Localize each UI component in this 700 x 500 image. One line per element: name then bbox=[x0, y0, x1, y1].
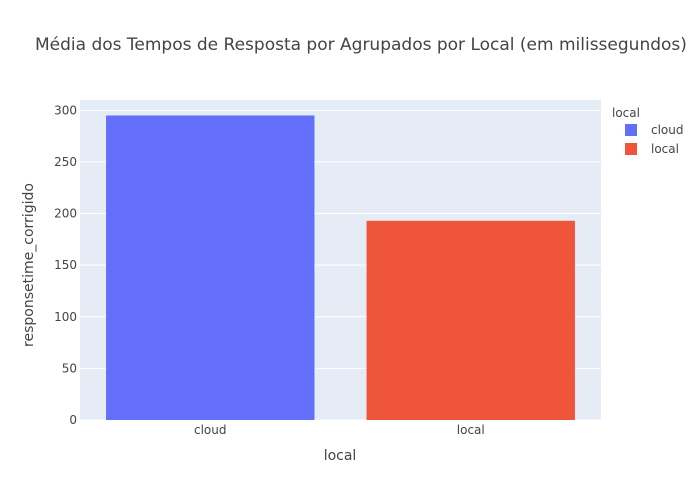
x-tick-label: local bbox=[457, 423, 485, 437]
legend-item-cloud[interactable]: cloud bbox=[625, 123, 684, 137]
y-tick-label: 300 bbox=[54, 103, 77, 117]
bar-cloud[interactable] bbox=[106, 115, 315, 420]
legend-label: local bbox=[651, 142, 679, 156]
y-tick-label: 200 bbox=[54, 207, 77, 221]
bar-local[interactable] bbox=[366, 220, 575, 420]
y-axis-ticks: 0 50 100 150 200 250 300 bbox=[54, 103, 77, 427]
x-tick-label: cloud bbox=[194, 423, 227, 437]
x-axis-title: local bbox=[324, 448, 357, 464]
legend[interactable]: local cloud local bbox=[612, 106, 684, 156]
legend-swatch bbox=[625, 124, 637, 136]
legend-item-local[interactable]: local bbox=[625, 142, 679, 156]
bars bbox=[106, 115, 575, 420]
chart-title: Média dos Tempos de Resposta por Agrupad… bbox=[35, 35, 687, 55]
y-tick-label: 250 bbox=[54, 155, 77, 169]
x-axis-ticks: cloud local bbox=[194, 423, 485, 437]
legend-label: cloud bbox=[651, 123, 684, 137]
y-tick-label: 150 bbox=[54, 258, 77, 272]
legend-swatch bbox=[625, 143, 637, 155]
y-tick-label: 50 bbox=[62, 361, 77, 375]
y-axis-title: responsetime_corrigido bbox=[21, 183, 37, 347]
legend-title: local bbox=[612, 106, 640, 120]
y-tick-label: 0 bbox=[69, 413, 77, 427]
y-tick-label: 100 bbox=[54, 310, 77, 324]
